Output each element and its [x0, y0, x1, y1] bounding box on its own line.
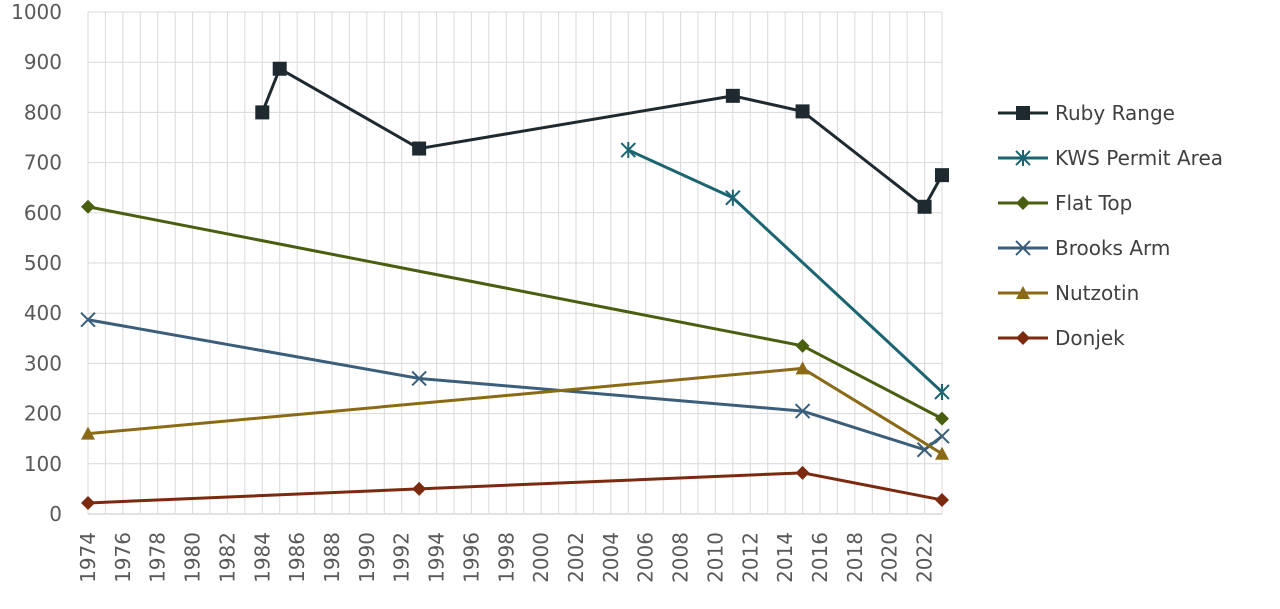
- y-tick-label: 700: [24, 151, 62, 175]
- x-tick-label: 1994: [425, 532, 449, 583]
- data-point: [935, 492, 949, 507]
- data-point: [795, 338, 810, 353]
- legend-label: Flat Top: [1055, 191, 1132, 215]
- data-point: [81, 426, 95, 440]
- legend-label: KWS Permit Area: [1055, 146, 1223, 170]
- x-tick-label: 2010: [703, 532, 727, 583]
- y-tick-label: 200: [24, 402, 62, 426]
- x-tick-label: 1984: [250, 532, 274, 583]
- legend-item: Nutzotin: [998, 281, 1139, 305]
- data-point: [620, 142, 636, 159]
- y-tick-label: 800: [24, 100, 62, 124]
- x-tick-label: 2000: [529, 532, 553, 583]
- y-tick-label: 1000: [11, 0, 62, 24]
- data-point: [795, 361, 810, 375]
- series-flat-top: [81, 199, 949, 426]
- data-point: [412, 481, 427, 496]
- x-tick-label: 2006: [634, 532, 658, 583]
- legend-label: Donjek: [1055, 326, 1125, 350]
- legend-item: Brooks Arm: [998, 236, 1170, 260]
- data-point: [934, 384, 950, 401]
- legend-item: Donjek: [998, 326, 1125, 350]
- series-brooks-arm: [80, 312, 950, 458]
- data-point: [725, 189, 741, 206]
- legend: Ruby Range KWS Permit Area Flat Top Brooks …: [998, 101, 1223, 350]
- data-point: [935, 446, 949, 460]
- y-tick-label: 0: [49, 502, 62, 526]
- legend-item: Ruby Range: [998, 101, 1175, 125]
- series-line: [87, 471, 943, 505]
- grid: [87, 11, 943, 515]
- data-point: [935, 411, 949, 426]
- legend-marker: [1016, 196, 1030, 210]
- y-tick-label: 400: [24, 301, 62, 325]
- series-nutzotin: [81, 361, 949, 460]
- data-point: [80, 312, 96, 328]
- x-tick-label: 2016: [808, 532, 832, 583]
- data-point: [917, 199, 932, 214]
- x-tick-label: 1988: [320, 532, 344, 583]
- legend-item: KWS Permit Area: [998, 146, 1223, 170]
- data-point: [795, 104, 810, 119]
- data-point: [411, 370, 427, 387]
- x-tick-label: 2002: [564, 532, 588, 583]
- series-line: [87, 318, 943, 452]
- x-tick-label: 2018: [843, 532, 867, 583]
- series-kws-permit-area: [620, 142, 950, 401]
- data-point: [795, 465, 810, 480]
- x-tick-label: 1996: [459, 532, 483, 583]
- legend-item: Flat Top: [998, 191, 1132, 215]
- data-point: [934, 428, 950, 444]
- legend-marker: [1015, 150, 1031, 166]
- x-tick-label: 2020: [878, 532, 902, 583]
- legend-marker: [1015, 240, 1031, 256]
- data-point: [81, 199, 95, 214]
- x-tick-label: 1982: [215, 532, 239, 583]
- x-tick-label: 1990: [355, 532, 379, 583]
- x-tick-label: 2012: [738, 532, 762, 583]
- x-tick-label: 2008: [669, 532, 693, 583]
- x-tick-label: 1976: [111, 532, 135, 583]
- x-tick-label: 1978: [146, 532, 170, 583]
- x-tick-label: 1974: [76, 532, 100, 583]
- legend-label: Nutzotin: [1055, 281, 1139, 305]
- series-donjek: [81, 465, 949, 510]
- x-tick-label: 1992: [390, 532, 414, 583]
- x-tick-label: 1986: [285, 532, 309, 583]
- y-tick-label: 900: [24, 50, 62, 74]
- axes: 0 100 200 300 400 500 600 700 800 900 1000 1974 1976…: [11, 0, 942, 583]
- series-ruby-range: [255, 61, 949, 214]
- x-tick-label: 2004: [599, 532, 623, 583]
- legend-marker: [1016, 286, 1030, 299]
- data-point: [794, 403, 811, 419]
- legend-marker: [1016, 331, 1030, 345]
- legend-label: Ruby Range: [1055, 101, 1175, 125]
- data-point: [255, 105, 270, 120]
- y-tick-label: 600: [24, 201, 62, 225]
- data-point: [272, 61, 287, 76]
- y-tick-label: 100: [24, 452, 62, 476]
- data-point: [412, 141, 427, 156]
- series-line: [260, 67, 944, 209]
- data-point: [725, 88, 740, 103]
- legend-marker: [1016, 106, 1030, 120]
- x-tick-label: 2022: [913, 532, 937, 583]
- y-tick-label: 300: [24, 351, 62, 375]
- series-lines: [80, 61, 950, 510]
- data-point: [81, 495, 95, 510]
- x-tick-label: 2014: [773, 532, 797, 583]
- legend-label: Brooks Arm: [1055, 236, 1170, 260]
- x-tick-label: 1998: [494, 532, 518, 583]
- y-tick-label: 500: [24, 251, 62, 275]
- x-tick-label: 1980: [181, 532, 205, 583]
- data-point: [935, 168, 949, 183]
- series-line: [87, 366, 943, 456]
